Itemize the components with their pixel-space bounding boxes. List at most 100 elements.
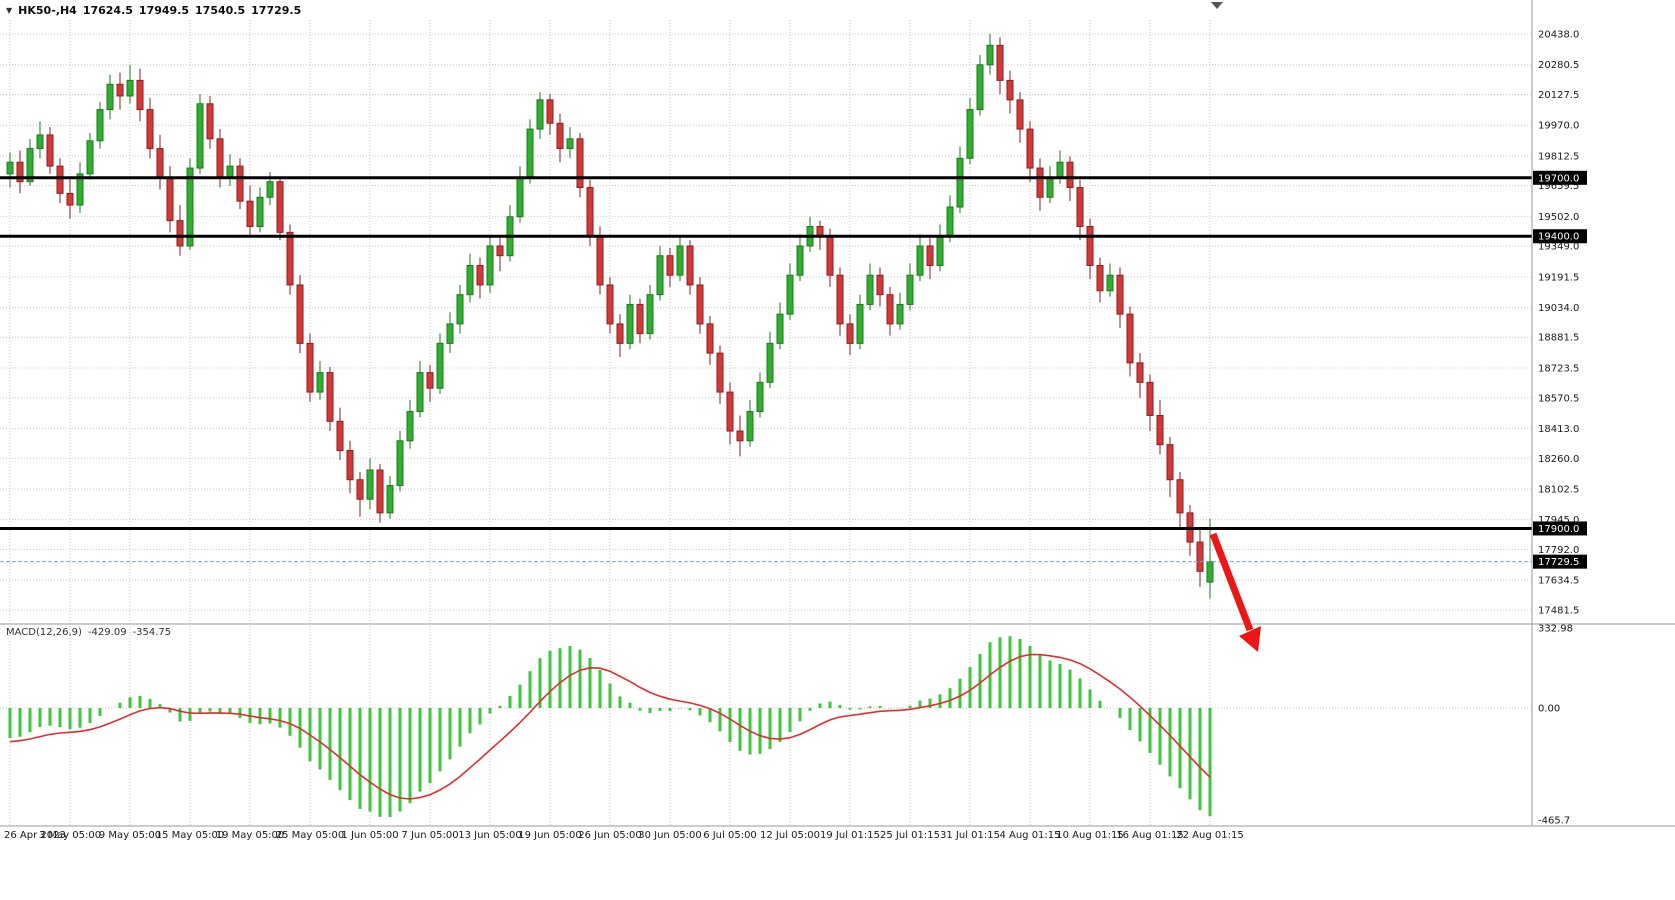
time-axis-label: 6 Jul 05:00 xyxy=(703,830,757,841)
price-badge-value: 17729.5 xyxy=(1538,557,1579,568)
candle-body xyxy=(16,161,24,183)
candle-body xyxy=(246,200,254,227)
price-axis-label: 20127.5 xyxy=(1538,90,1579,101)
macd-axis-label: -465.7 xyxy=(1538,816,1570,827)
price-axis-label: 17945.0 xyxy=(1538,515,1579,526)
time-axis-label: 10 Aug 01:15 xyxy=(1056,830,1123,841)
candle-body xyxy=(56,165,64,194)
candle-body xyxy=(346,450,354,481)
time-axis-label: 22 Aug 01:15 xyxy=(1176,830,1243,841)
candle-body xyxy=(296,284,304,344)
time-axis-label: 7 Jun 05:00 xyxy=(401,830,458,841)
macd-main-value: -429.09 xyxy=(87,627,127,638)
candle-body xyxy=(166,177,174,222)
time-axis-label: 25 Jul 01:15 xyxy=(880,830,940,841)
candle-body xyxy=(1166,444,1174,481)
macd-axis-label: 0.00 xyxy=(1538,704,1560,715)
time-axis-label: 19 Jun 05:00 xyxy=(518,830,582,841)
horizontal-gridlines xyxy=(0,33,1532,611)
candle-body xyxy=(576,138,584,189)
candle-body xyxy=(1076,187,1084,227)
candle-body xyxy=(956,157,964,208)
candle-body xyxy=(636,303,644,335)
candle-body xyxy=(796,245,804,276)
price-badge: 17900.0 xyxy=(1533,521,1587,536)
candle-body xyxy=(26,148,34,183)
time-axis-label: 15 May 05:00 xyxy=(156,830,225,841)
candle-body xyxy=(466,264,474,296)
candle-body xyxy=(226,165,234,179)
candle-body xyxy=(756,381,764,413)
candle-body xyxy=(1066,161,1074,189)
candle-body xyxy=(256,196,264,227)
candle-body xyxy=(496,245,504,257)
candle-body xyxy=(706,323,714,354)
time-axis-label: 3 May 05:00 xyxy=(39,830,101,841)
price-axis-label: 19191.5 xyxy=(1538,272,1579,283)
candle-body xyxy=(316,372,324,393)
candle-body xyxy=(776,313,784,344)
price-axis-label: 17792.0 xyxy=(1538,545,1579,556)
candle-body xyxy=(656,255,664,296)
price-badge: 19400.0 xyxy=(1533,229,1587,244)
candle-body xyxy=(786,274,794,315)
price-axis[interactable]: 20438.0 20280.5 20127.5 19970.0 19812.5 19659… xyxy=(1538,30,1579,827)
symbol-info-bar: ▼ HK50-,H4 17624.5 17949.5 17540.5 17729… xyxy=(6,4,301,17)
arrow-head[interactable] xyxy=(1239,626,1261,652)
collapse-triangle-icon[interactable]: ▼ xyxy=(6,6,13,15)
candle-body xyxy=(76,173,84,206)
ohlc-high: 17949.5 xyxy=(138,4,190,17)
candle-body xyxy=(1006,79,1014,101)
candle-body xyxy=(426,372,434,389)
candle-body xyxy=(606,284,614,325)
candle-body xyxy=(406,411,414,442)
time-axis-label: 19 May 05:00 xyxy=(216,830,285,841)
price-axis-label: 17481.5 xyxy=(1538,605,1579,616)
candle-body xyxy=(646,294,654,335)
candle-body xyxy=(996,44,1004,81)
candle-body xyxy=(556,122,564,150)
trend-arrow-annotation[interactable] xyxy=(1209,532,1261,652)
candle-body xyxy=(586,187,594,237)
candle-body xyxy=(376,469,384,514)
price-axis-label: 18260.0 xyxy=(1538,454,1579,465)
candle-body xyxy=(746,411,754,442)
candle-body xyxy=(1056,161,1064,179)
candle-body xyxy=(836,274,844,325)
price-axis-label: 18723.5 xyxy=(1538,364,1579,375)
price-axis-label: 20438.0 xyxy=(1538,30,1579,41)
candle-body xyxy=(626,303,634,344)
candle-body xyxy=(356,479,364,500)
ohlc-open: 17624.5 xyxy=(82,4,133,17)
candle-body xyxy=(1126,313,1134,364)
candle-body xyxy=(616,323,624,344)
price-badge-value: 19400.0 xyxy=(1538,232,1579,243)
candle-body xyxy=(196,103,204,169)
candle-body xyxy=(1156,414,1164,446)
candle-body xyxy=(46,134,54,167)
candle-body xyxy=(1046,177,1054,198)
time-axis-label: 1 Jun 05:00 xyxy=(341,830,398,841)
candle-body xyxy=(66,192,74,206)
candle-body xyxy=(766,342,774,383)
candle-body xyxy=(686,245,694,286)
candle-body xyxy=(736,430,744,442)
candle-body xyxy=(276,181,284,233)
candle-body xyxy=(546,99,554,124)
candle-body xyxy=(446,323,454,344)
candle-body xyxy=(716,352,724,393)
macd-signal-line xyxy=(9,653,1211,800)
candle-body xyxy=(536,99,544,130)
candle-body xyxy=(946,206,954,237)
candle-body xyxy=(146,109,154,150)
time-axis-label: 9 May 05:00 xyxy=(99,830,161,841)
candle-body xyxy=(106,83,114,111)
candle-body xyxy=(886,294,894,325)
ohlc-low: 17540.5 xyxy=(195,4,246,17)
price-axis-label: 19659.5 xyxy=(1538,181,1579,192)
candle-body xyxy=(856,303,864,344)
time-axis-label: 30 Jun 05:00 xyxy=(638,830,702,841)
symbol-name: HK50-,H4 xyxy=(18,4,77,17)
